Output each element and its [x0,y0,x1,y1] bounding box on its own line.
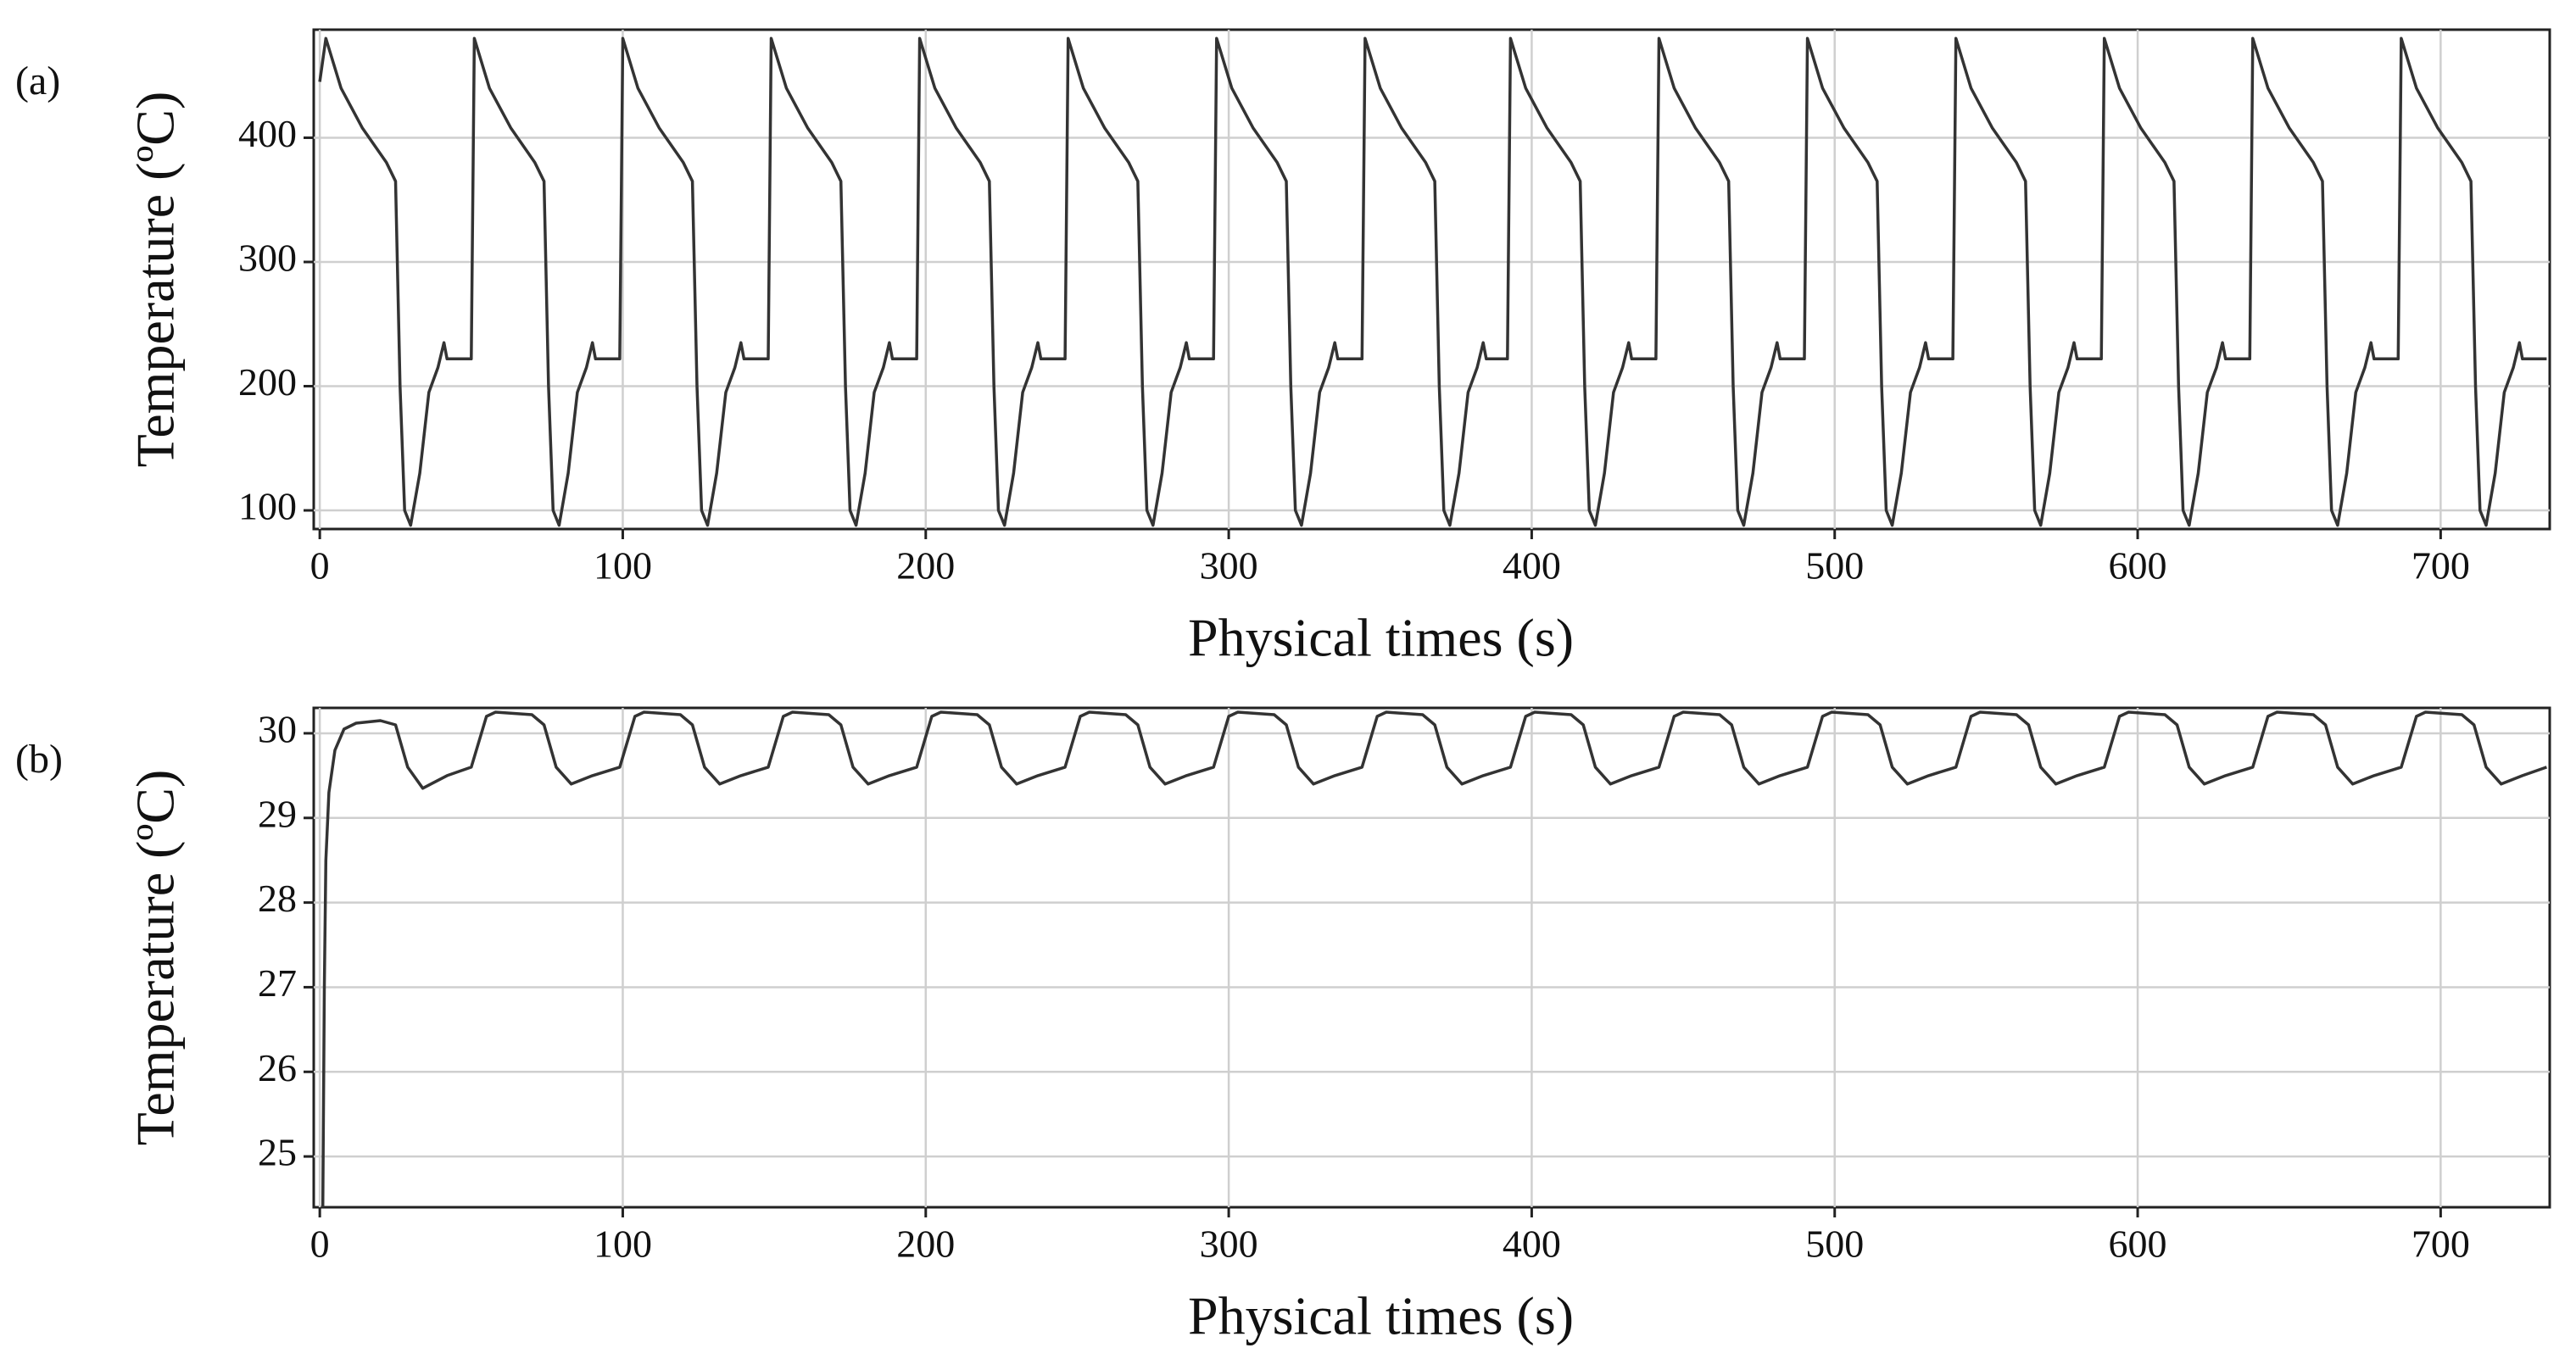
plot-frame [312,28,2551,531]
x-tick-label: 600 [2109,1223,2167,1266]
y-tick-label: 300 [238,237,297,280]
y-tick-label: 400 [238,112,297,155]
x-tick-label: 0 [310,1223,330,1266]
x-tick-label: 300 [1200,1223,1258,1266]
x-tick-label: 600 [2109,544,2167,588]
x-tick-label: 700 [2412,1223,2470,1266]
x-tick-label: 300 [1200,544,1258,588]
x-tick-label: 100 [594,544,652,588]
x-axis-label: Physical times (s) [1188,1286,1574,1346]
panel-label: (b) [15,737,63,782]
x-tick-label: 200 [896,544,955,588]
x-tick-label: 0 [310,544,330,588]
plot-frame [312,706,2551,1209]
x-axis-label: Physical times (s) [1188,608,1574,668]
x-tick-label: 200 [896,1223,955,1266]
x-tick-label: 100 [594,1223,652,1266]
x-tick-label: 400 [1503,544,1561,588]
y-tick-label: 29 [258,792,297,835]
x-tick-label: 400 [1503,1223,1561,1266]
x-tick-label: 500 [1805,1223,1864,1266]
x-tick-label: 700 [2412,544,2470,588]
y-tick-label: 27 [258,961,297,1005]
y-tick-label: 25 [258,1131,297,1174]
y-tick-label: 100 [238,485,297,528]
y-axis-label: Temperature (ºC) [125,92,186,468]
y-tick-label: 26 [258,1046,297,1089]
data-line [321,710,2547,1208]
y-tick-label: 30 [258,708,297,751]
x-tick-label: 500 [1805,544,1864,588]
y-tick-label: 200 [238,360,297,404]
data-line [318,36,2547,527]
y-tick-label: 28 [258,877,297,920]
panel-label: (a) [15,58,60,103]
y-axis-label: Temperature (ºC) [125,770,186,1146]
